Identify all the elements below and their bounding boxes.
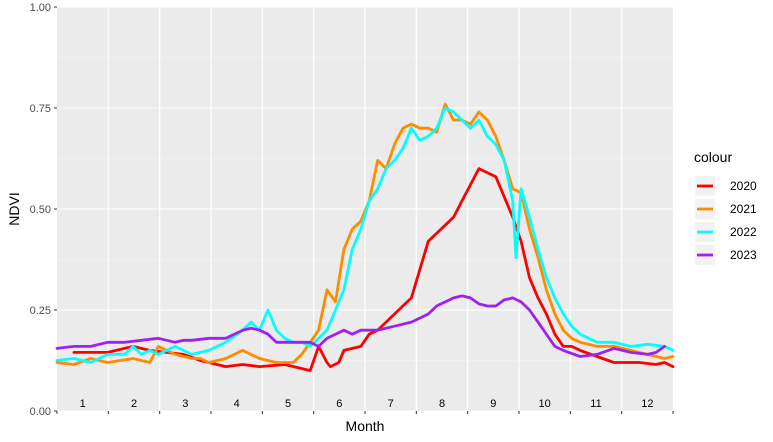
legend: colour 2020 2021 2022 2023	[694, 149, 757, 265]
series-line-2020	[72, 167, 675, 372]
month-label: 8	[439, 398, 445, 410]
month-labels: 1 2 3 4 5 6 7 8 9 10 11 12	[80, 398, 654, 410]
series-line-2022	[55, 106, 675, 364]
y-tick-label: 0.50	[30, 204, 51, 216]
legend-title: colour	[694, 149, 732, 165]
y-tick-label: 1.00	[30, 2, 51, 14]
month-label: 12	[641, 398, 653, 410]
series-lines	[55, 102, 675, 372]
month-label: 2	[131, 398, 137, 410]
month-label: 1	[80, 398, 86, 410]
legend-label: 2022	[730, 225, 757, 239]
y-tick-label: 0.25	[30, 305, 51, 317]
y-tick-label: 0.75	[30, 103, 51, 115]
legend-label: 2023	[730, 248, 757, 262]
y-axis-title: NDVI	[6, 192, 22, 225]
series-line-2021	[55, 102, 675, 366]
month-label: 4	[234, 398, 240, 410]
legend-label: 2020	[730, 179, 757, 193]
legend-label: 2021	[730, 202, 757, 216]
month-label: 10	[539, 398, 551, 410]
month-label: 6	[336, 398, 342, 410]
y-axis: 0.00 0.25 0.50 0.75 1.00	[30, 2, 57, 418]
x-axis	[56, 411, 674, 414]
month-label: 5	[285, 398, 291, 410]
month-label: 3	[182, 398, 188, 410]
series-line-2023	[55, 294, 666, 358]
month-label: 11	[590, 398, 601, 410]
y-tick-label: 0.00	[30, 406, 51, 418]
month-label: 7	[388, 398, 394, 410]
month-label: 9	[490, 398, 496, 410]
x-axis-title: Month	[346, 418, 385, 434]
